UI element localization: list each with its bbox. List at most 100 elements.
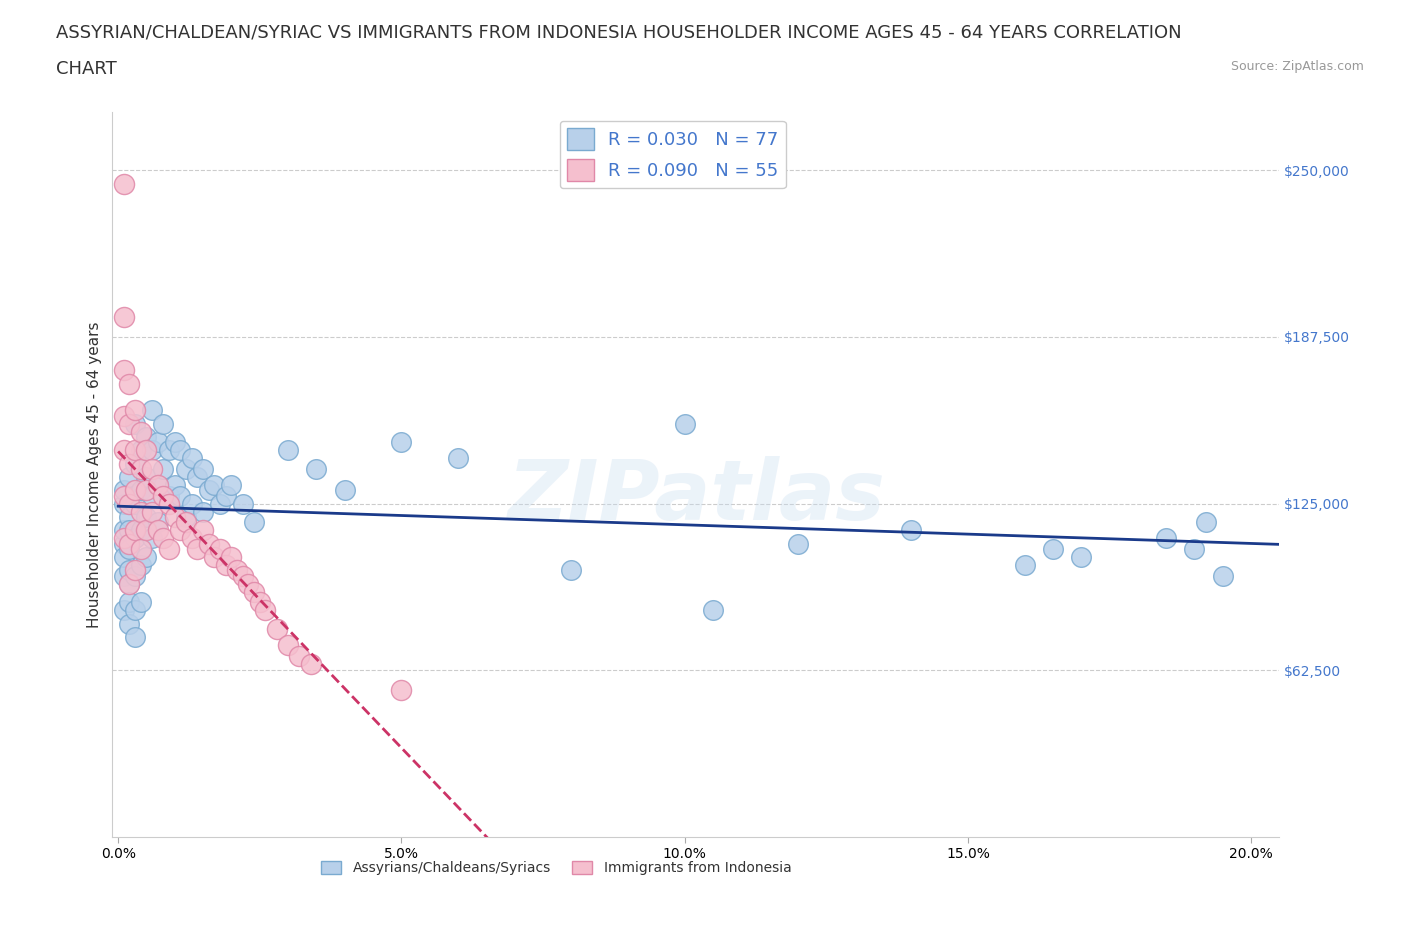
Point [389,435,412,450]
Point [560,563,582,578]
Point [112,483,135,498]
Point [118,470,141,485]
Point [1212,568,1234,583]
Point [135,510,157,525]
Point [129,541,152,556]
Point [900,523,922,538]
Point [118,417,141,432]
Point [163,477,186,492]
Point [124,497,146,512]
Point [157,497,180,512]
Point [277,443,299,458]
Point [152,488,174,503]
Point [129,595,152,610]
Point [447,451,470,466]
Point [112,497,135,512]
Point [112,523,135,538]
Point [112,568,135,583]
Point [249,595,271,610]
Point [124,457,146,472]
Point [186,541,208,556]
Point [141,403,163,418]
Point [124,443,146,458]
Point [118,497,141,512]
Point [124,630,146,644]
Point [1042,541,1064,556]
Point [112,550,135,565]
Point [124,403,146,418]
Point [129,443,152,458]
Point [135,483,157,498]
Point [112,443,135,458]
Point [129,558,152,573]
Point [112,603,135,618]
Point [112,531,135,546]
Point [124,531,146,546]
Point [118,617,141,631]
Point [112,310,135,325]
Point [288,648,311,663]
Point [118,577,141,591]
Point [118,577,141,591]
Point [146,477,169,492]
Point [118,595,141,610]
Point [197,483,219,498]
Text: Source: ZipAtlas.com: Source: ZipAtlas.com [1230,60,1364,73]
Point [174,461,197,476]
Point [169,443,191,458]
Point [277,638,299,653]
Point [141,504,163,519]
Point [146,477,169,492]
Point [129,504,152,519]
Point [787,537,810,551]
Point [197,537,219,551]
Point [169,488,191,503]
Point [243,584,266,599]
Point [180,497,202,512]
Point [118,510,141,525]
Point [146,435,169,450]
Point [1184,541,1206,556]
Point [135,430,157,445]
Point [141,488,163,503]
Point [215,558,238,573]
Point [673,417,696,432]
Point [266,621,288,636]
Point [157,541,180,556]
Point [204,550,226,565]
Point [118,563,141,578]
Point [215,488,238,503]
Point [186,470,208,485]
Point [135,443,157,458]
Y-axis label: Householder Income Ages 45 - 64 years: Householder Income Ages 45 - 64 years [87,321,103,628]
Point [157,488,180,503]
Point [243,515,266,530]
Point [124,523,146,538]
Point [124,568,146,583]
Point [152,531,174,546]
Point [141,443,163,458]
Point [163,435,186,450]
Point [254,603,277,618]
Point [191,523,214,538]
Point [221,550,243,565]
Point [118,523,141,538]
Point [191,461,214,476]
Point [141,461,163,476]
Point [112,176,135,191]
Point [118,537,141,551]
Point [118,457,141,472]
Point [232,497,254,512]
Point [112,537,135,551]
Point [333,483,356,498]
Text: ASSYRIAN/CHALDEAN/SYRIAC VS IMMIGRANTS FROM INDONESIA HOUSEHOLDER INCOME AGES 45: ASSYRIAN/CHALDEAN/SYRIAC VS IMMIGRANTS F… [56,23,1182,41]
Point [129,483,152,498]
Point [129,461,152,476]
Legend: Assyrians/Chaldeans/Syriacs, Immigrants from Indonesia: Assyrians/Chaldeans/Syriacs, Immigrants … [315,856,797,881]
Point [1070,550,1092,565]
Point [1195,515,1218,530]
Point [118,541,141,556]
Point [124,603,146,618]
Point [169,523,191,538]
Text: ZIPatlas: ZIPatlas [508,456,884,537]
